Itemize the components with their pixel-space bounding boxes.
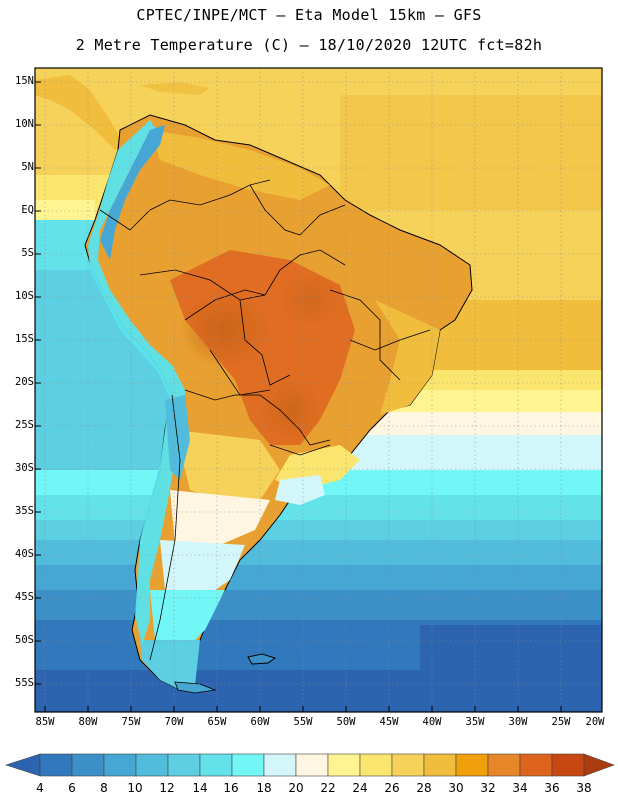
colorbar-label: 14	[192, 781, 208, 795]
lat-label: 20S	[15, 376, 34, 388]
lon-label: 70W	[164, 716, 184, 728]
lat-label: 40S	[15, 548, 34, 560]
lat-label: EQ	[21, 204, 34, 216]
lon-label: 35W	[465, 716, 485, 728]
lon-label: 20W	[585, 716, 605, 728]
lat-label: 5N	[21, 161, 34, 173]
lon-label: 60W	[250, 716, 270, 728]
colorbar-cell	[39, 753, 73, 777]
patagonia	[140, 640, 200, 690]
colorbar-label: 38	[576, 781, 592, 795]
lat-label: 10S	[15, 290, 34, 302]
lon-label: 80W	[78, 716, 98, 728]
lat-label: 55S	[15, 677, 34, 689]
lat-label: 35S	[15, 505, 34, 517]
colorbar-label: 4	[36, 781, 44, 795]
lon-label: 45W	[379, 716, 399, 728]
colorbar-cell	[263, 753, 297, 777]
colorbar-cell	[391, 753, 425, 777]
colorbar-cell	[167, 753, 201, 777]
colorbar-cell	[519, 753, 553, 777]
lon-label: 30W	[508, 716, 528, 728]
andes-cold-spine	[88, 120, 185, 645]
lon-label: 50W	[336, 716, 356, 728]
colorbar-cell	[423, 753, 457, 777]
lat-label: 30S	[15, 462, 34, 474]
lat-label: 25S	[15, 419, 34, 431]
colorbar-label: 30	[448, 781, 464, 795]
colorbar-cell	[199, 753, 233, 777]
lat-label: 45S	[15, 591, 34, 603]
colorbar-label: 32	[480, 781, 496, 795]
lon-label: 85W	[35, 716, 55, 728]
colorbar-label: 24	[352, 781, 368, 795]
lat-label: 10N	[15, 118, 34, 130]
colorbar-label: 18	[256, 781, 272, 795]
colorbar-label: 26	[384, 781, 400, 795]
lon-label: 40W	[422, 716, 442, 728]
colorbar-label: 34	[512, 781, 528, 795]
colorbar-label: 36	[544, 781, 560, 795]
lon-label: 25W	[551, 716, 571, 728]
colorbar-cell	[487, 753, 521, 777]
central-america	[35, 75, 125, 150]
colorbar-arrow-left	[5, 753, 41, 777]
colorbar-label: 28	[416, 781, 432, 795]
lat-label: 5S	[21, 247, 34, 259]
axis-ticks	[35, 81, 562, 712]
colorbar-label: 22	[320, 781, 336, 795]
map-frame	[34, 67, 603, 713]
colorbar-cell	[103, 753, 137, 777]
title-line-2: 2 Metre Temperature (C) – 18/10/2020 12U…	[75, 36, 543, 54]
country-borders	[99, 179, 431, 661]
colorbar-arrow-right	[583, 753, 615, 777]
colorbar-label: 20	[288, 781, 304, 795]
lat-label: 15N	[15, 75, 34, 87]
colorbar-cell	[135, 753, 169, 777]
colorbar-label: 8	[100, 781, 108, 795]
colorbar-cell	[327, 753, 361, 777]
lon-label: 55W	[293, 716, 313, 728]
colorbar-cell	[359, 753, 393, 777]
lon-label: 65W	[207, 716, 227, 728]
colorbar-cell	[231, 753, 265, 777]
colorbar-label: 16	[223, 781, 239, 795]
colorbar-cell	[71, 753, 105, 777]
colorbar-label: 10	[127, 781, 143, 795]
colorbar-cell	[551, 753, 585, 777]
lat-label: 50S	[15, 634, 34, 646]
colorbar-cell	[295, 753, 329, 777]
colorbar-label: 6	[68, 781, 76, 795]
colorbar-cell	[455, 753, 489, 777]
lat-label: 15S	[15, 333, 34, 345]
title-line-1: CPTEC/INPE/MCT – Eta Model 15km – GFS	[136, 6, 482, 24]
colorbar-label: 12	[159, 781, 175, 795]
lon-label: 75W	[121, 716, 141, 728]
falkland-islands	[247, 653, 277, 665]
colorbar	[5, 753, 615, 777]
